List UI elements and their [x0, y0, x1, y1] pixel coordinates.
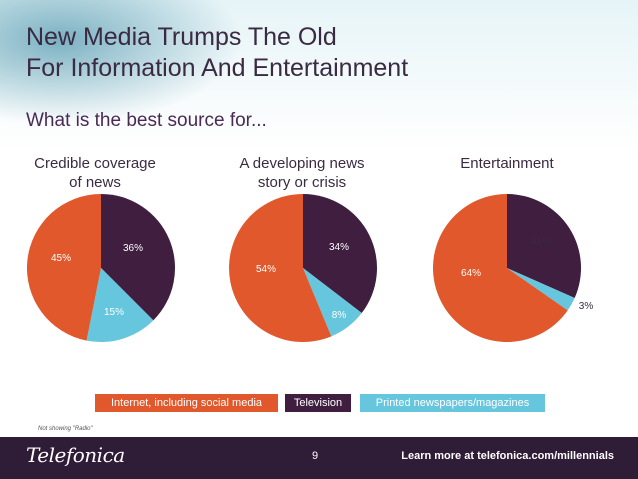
- footnote: Not showing "Radio": [38, 426, 93, 432]
- pie-slice: [303, 194, 378, 314]
- page-title-line-1: New Media Trumps The Old: [26, 23, 337, 51]
- page-subtitle: What is the best source for...: [26, 110, 267, 131]
- pie-slice: [86, 268, 154, 343]
- pie-data-label: 8%: [332, 310, 347, 321]
- pie-data-label: 64%: [461, 268, 481, 279]
- pie-slice: [432, 194, 568, 342]
- page-title-line-2: For Information And Entertainment: [26, 54, 409, 82]
- pie-slice: [507, 194, 582, 298]
- page-number: 9: [312, 450, 319, 462]
- pie-slice: [101, 194, 176, 321]
- pie-data-label: 36%: [123, 243, 143, 254]
- pie-slice: [303, 268, 362, 337]
- pie-data-label: 45%: [51, 253, 71, 264]
- chart-title-line: A developing news: [239, 155, 365, 172]
- legend-item-internet: Internet, including social media: [95, 394, 278, 412]
- pie-data-label: 34%: [329, 242, 349, 253]
- chart-title-line: Credible coverage: [34, 155, 156, 172]
- pie-data-label: 15%: [104, 307, 124, 318]
- footer-bar: [0, 437, 638, 479]
- chart-title-developing-news: A developing news story or crisis: [217, 154, 387, 192]
- telefonica-logo: Telefonica: [26, 443, 125, 467]
- chart-title-line: story or crisis: [257, 174, 347, 191]
- chart-title-entertainment: Entertainment: [422, 154, 592, 173]
- learn-more-link[interactable]: Learn more at telefonica.com/millennials: [401, 450, 614, 462]
- pie-slice: [229, 194, 332, 342]
- pie-slice: [507, 268, 575, 311]
- pie-slice: [26, 194, 102, 341]
- page-title: New Media Trumps The Old For Information…: [26, 22, 408, 84]
- pie-data-label: 3%: [579, 301, 594, 312]
- chart-title-line: Entertainment: [460, 155, 554, 172]
- legend-item-television: Television: [285, 394, 351, 412]
- pie-data-label: 54%: [256, 264, 276, 275]
- legend-item-printed: Printed newspapers/magazines: [360, 394, 545, 412]
- chart-title-line: of news: [69, 174, 121, 191]
- pie-data-label: 31%: [531, 236, 551, 247]
- chart-title-credible-coverage: Credible coverage of news: [10, 154, 180, 192]
